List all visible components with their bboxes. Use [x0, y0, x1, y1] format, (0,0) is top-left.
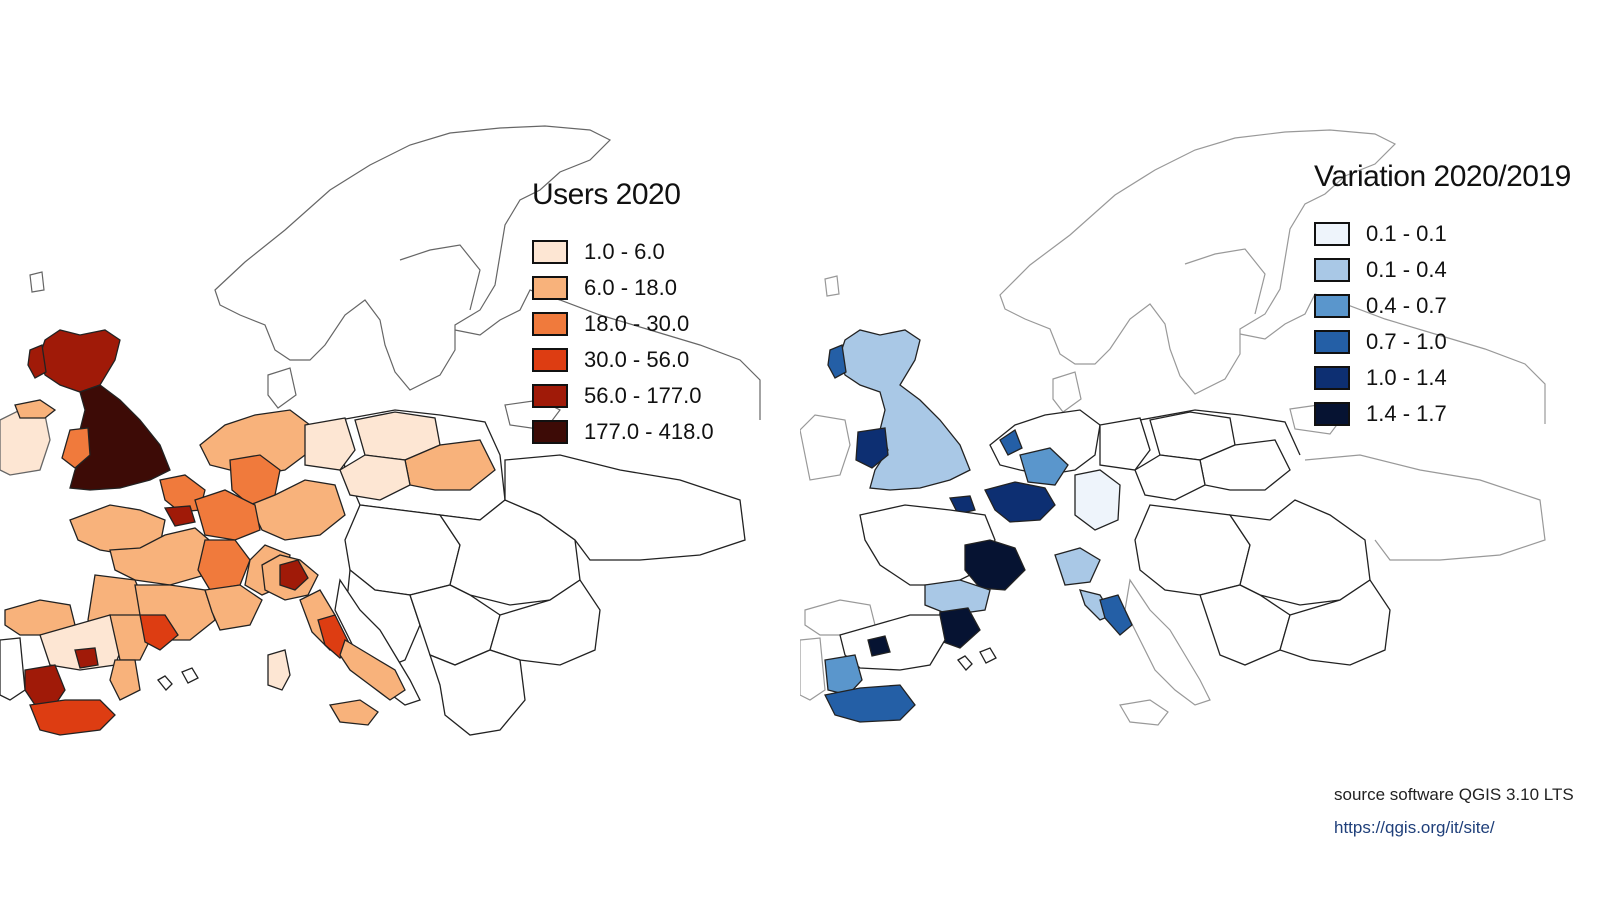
region-auvergne-rhone: [964, 539, 1026, 591]
users-legend: Users 2020 1.0 - 6.0 6.0 - 18.0 18.0 - 3…: [532, 178, 714, 450]
region-sicily: [328, 699, 379, 726]
region-ireland: [0, 409, 51, 476]
users-choropleth: [0, 125, 761, 736]
no-data-outline: [29, 125, 761, 431]
region-czechia: [1134, 454, 1206, 501]
region-bourgogne: [197, 539, 251, 591]
region-madrid: [74, 647, 99, 669]
region-scotland-isles: [27, 344, 47, 379]
legend-row: 0.1 - 0.4: [1314, 252, 1571, 288]
region-valencia: [109, 659, 141, 701]
region-northern-ireland: [14, 399, 57, 419]
region-grand-est: [984, 481, 1056, 523]
legend-label: 0.4 - 0.7: [1366, 293, 1447, 318]
legend-label: 0.7 - 1.0: [1366, 329, 1447, 354]
region-romania: [1228, 499, 1371, 606]
legend-swatch: [532, 420, 568, 444]
users-map: Users 2020 1.0 - 6.0 6.0 - 18.0 18.0 - 3…: [0, 125, 761, 736]
region-bulgaria: [1279, 579, 1391, 666]
region-extremadura: [824, 654, 863, 696]
legend-swatch: [532, 276, 568, 300]
legend-label: 0.1 - 0.1: [1366, 221, 1447, 246]
legend-row: 6.0 - 18.0: [532, 270, 714, 306]
balearic-island: [157, 675, 173, 691]
users-regions: [0, 329, 496, 736]
variation-regions: [824, 329, 1391, 723]
legend-label: 1.4 - 1.7: [1366, 401, 1447, 426]
region-andalusia: [29, 699, 116, 736]
legend-swatch: [1314, 402, 1350, 426]
region-south-germany: [249, 479, 346, 541]
legend-label: 56.0 - 177.0: [584, 383, 702, 408]
legend-title: Users 2020: [532, 178, 681, 211]
region-east-germany: [304, 417, 356, 471]
variation-legend: Variation 2020/2019 0.1 - 0.1 0.1 - 0.4 …: [1314, 160, 1571, 432]
region-sardinia: [267, 649, 291, 691]
legend-row: 0.4 - 0.7: [1314, 288, 1571, 324]
legend-label: 1.0 - 6.0: [584, 239, 665, 264]
region-lazio: [1099, 594, 1133, 636]
region-netherlands-part: [999, 429, 1023, 456]
legend-swatch: [532, 312, 568, 336]
legend-swatch: [1314, 294, 1350, 318]
legend-row: 0.1 - 0.1: [1314, 216, 1571, 252]
variation-choropleth: [800, 129, 1546, 726]
region-east-germany: [1099, 417, 1151, 471]
region-nord: [948, 495, 976, 515]
region-north-west: [989, 409, 1101, 476]
legend-row: 1.0 - 6.0: [532, 234, 714, 270]
region-grand-est: [194, 489, 261, 541]
legend-label: 6.0 - 18.0: [584, 275, 677, 300]
legend-row: 18.0 - 30.0: [532, 306, 714, 342]
legend-swatch: [1314, 222, 1350, 246]
region-czechia: [339, 454, 411, 501]
legend-title: Variation 2020/2019: [1314, 160, 1571, 193]
legend-swatch: [532, 240, 568, 264]
region-andalusia: [824, 684, 916, 723]
region-extremadura: [24, 664, 66, 706]
region-north-rhine: [1019, 447, 1069, 486]
legend-row: 30.0 - 56.0: [532, 342, 714, 378]
legend-row: 0.7 - 1.0: [1314, 324, 1571, 360]
region-united-kingdom: [839, 329, 971, 491]
region-ile-de-france: [163, 505, 196, 527]
region-aragon: [109, 614, 151, 661]
legend-swatch: [532, 384, 568, 408]
region-occitanie: [924, 579, 991, 616]
source-link[interactable]: https://qgis.org/it/site/: [1334, 818, 1495, 837]
region-catalonia: [139, 614, 179, 651]
legend-row: 1.0 - 1.4: [1314, 360, 1571, 396]
region-madrid: [867, 635, 891, 657]
region-wales: [61, 427, 91, 469]
region-lombardia: [1054, 547, 1101, 586]
region-poland-east: [1199, 439, 1291, 491]
region-scotland: [39, 329, 121, 393]
source-credit: source software QGIS 3.10 LTS: [1334, 785, 1574, 804]
legend-row: 1.4 - 1.7: [1314, 396, 1571, 432]
region-wales: [855, 427, 889, 469]
balearic-island: [957, 655, 973, 671]
balearic-island: [979, 647, 997, 664]
region-auvergne-rhone: [204, 584, 263, 631]
region-poland-east: [404, 439, 496, 491]
region-lombardia: [279, 559, 309, 591]
balearic-island: [181, 667, 199, 684]
variation-map: Variation 2020/2019 0.1 - 0.1 0.1 - 0.4 …: [800, 0, 1600, 900]
legend-swatch: [1314, 366, 1350, 390]
legend-label: 1.0 - 1.4: [1366, 365, 1447, 390]
region-scotland-isles: [827, 344, 847, 379]
region-southern-italy: [339, 639, 406, 701]
region-portugal: [0, 637, 26, 701]
legend-swatch: [532, 348, 568, 372]
legend-swatch: [1314, 330, 1350, 354]
legend-row: 177.0 - 418.0: [532, 414, 714, 450]
legend-label: 30.0 - 56.0: [584, 347, 690, 372]
legend-label: 18.0 - 30.0: [584, 311, 690, 336]
legend-row: 56.0 - 177.0: [532, 378, 714, 414]
region-bavaria: [1074, 469, 1121, 531]
legend-swatch: [1314, 258, 1350, 282]
legend-label: 177.0 - 418.0: [584, 419, 714, 444]
legend-label: 0.1 - 0.4: [1366, 257, 1447, 282]
